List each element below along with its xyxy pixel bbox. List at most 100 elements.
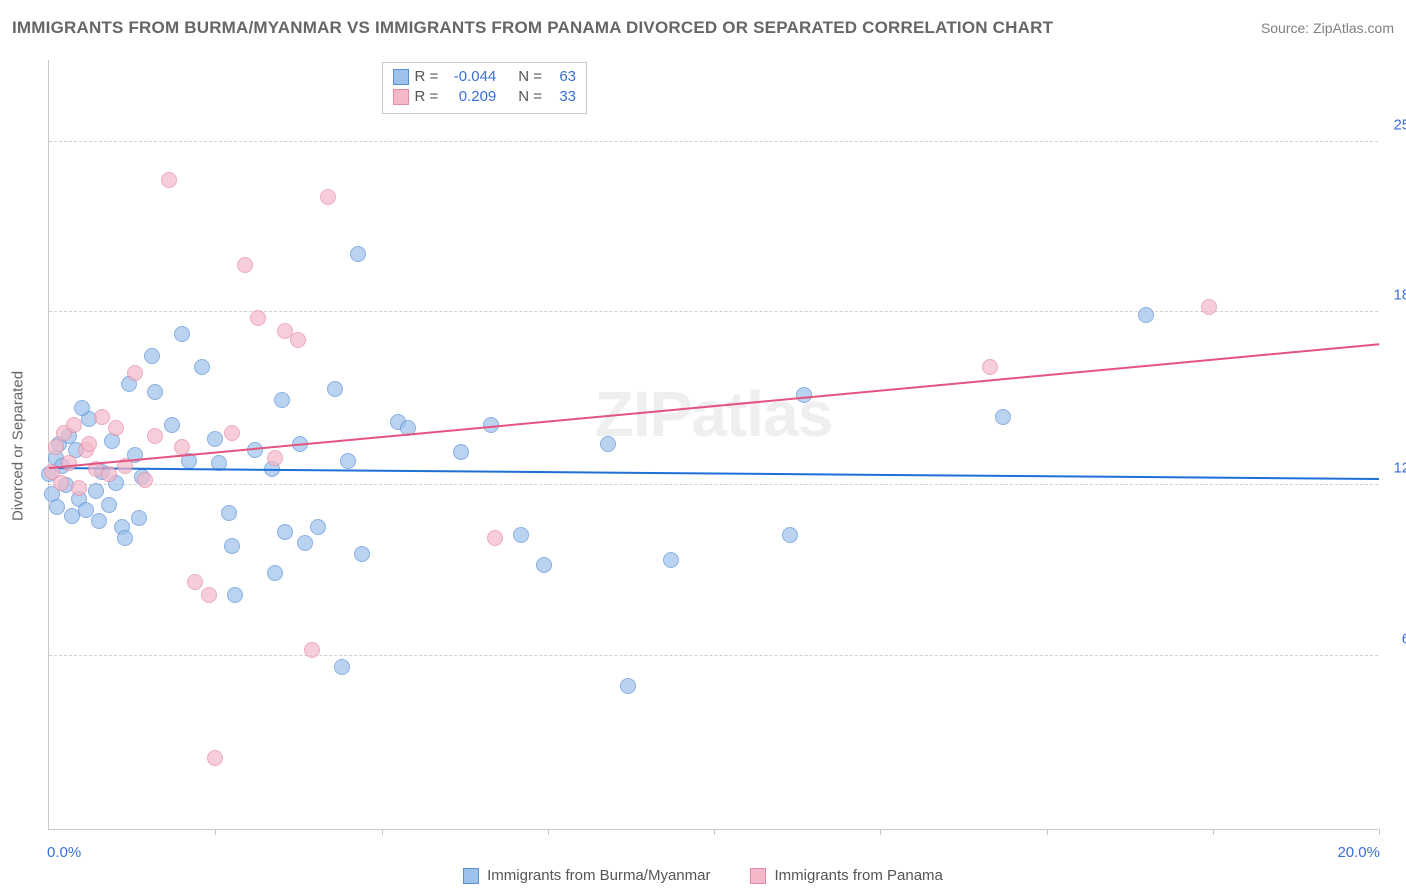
- data-point: [61, 455, 77, 471]
- r-value: -0.044: [444, 67, 496, 87]
- swatch-icon: [393, 69, 409, 85]
- data-point: [88, 483, 104, 499]
- data-point: [290, 332, 306, 348]
- data-point: [320, 189, 336, 205]
- chart-title: IMMIGRANTS FROM BURMA/MYANMAR VS IMMIGRA…: [12, 18, 1053, 38]
- data-point: [101, 466, 117, 482]
- data-point: [227, 587, 243, 603]
- r-label: R =: [415, 67, 439, 87]
- data-point: [207, 431, 223, 447]
- source-attribution: Source: ZipAtlas.com: [1261, 20, 1394, 36]
- data-point: [164, 417, 180, 433]
- data-point: [453, 444, 469, 460]
- data-point: [620, 678, 636, 694]
- data-point: [536, 557, 552, 573]
- correlation-legend: R =-0.044N =63R =0.209N =33: [382, 62, 588, 114]
- data-point: [104, 433, 120, 449]
- data-point: [49, 499, 65, 515]
- data-point: [131, 510, 147, 526]
- data-point: [91, 513, 107, 529]
- data-point: [224, 425, 240, 441]
- data-point: [194, 359, 210, 375]
- gridline: [49, 655, 1378, 656]
- data-point: [207, 750, 223, 766]
- data-point: [161, 172, 177, 188]
- data-point: [350, 246, 366, 262]
- gridline: [49, 141, 1378, 142]
- data-point: [48, 439, 64, 455]
- n-label: N =: [518, 67, 542, 87]
- source-name: ZipAtlas.com: [1313, 20, 1394, 36]
- x-origin-label: 0.0%: [47, 844, 81, 861]
- plot-area: ZIPatlas 0.0% 20.0% 6.3%12.5%18.8%25.0%R…: [48, 60, 1378, 830]
- data-point: [108, 420, 124, 436]
- swatch-panama: [750, 868, 766, 884]
- data-point: [53, 475, 69, 491]
- bottom-legend: Immigrants from Burma/Myanmar Immigrants…: [0, 867, 1406, 884]
- gridline: [49, 311, 1378, 312]
- data-point: [663, 552, 679, 568]
- data-point: [147, 384, 163, 400]
- x-tick: [548, 829, 549, 835]
- data-point: [995, 409, 1011, 425]
- data-point: [66, 417, 82, 433]
- data-point: [982, 359, 998, 375]
- x-tick: [880, 829, 881, 835]
- data-point: [310, 519, 326, 535]
- data-point: [513, 527, 529, 543]
- data-point: [782, 527, 798, 543]
- data-point: [137, 472, 153, 488]
- gridline: [49, 484, 1378, 485]
- data-point: [250, 310, 266, 326]
- n-value: 33: [548, 87, 576, 107]
- y-axis-title: Divorced or Separated: [10, 371, 27, 521]
- data-point: [71, 480, 87, 496]
- data-point: [147, 428, 163, 444]
- data-point: [187, 574, 203, 590]
- x-tick: [1047, 829, 1048, 835]
- data-point: [101, 497, 117, 513]
- legend-label-burma: Immigrants from Burma/Myanmar: [487, 867, 710, 884]
- x-tick: [1379, 829, 1380, 835]
- correlation-legend-row: R =0.209N =33: [393, 87, 577, 107]
- data-point: [174, 326, 190, 342]
- trend-line: [49, 343, 1379, 469]
- legend-item-panama: Immigrants from Panama: [750, 867, 942, 884]
- data-point: [267, 450, 283, 466]
- data-point: [81, 436, 97, 452]
- data-point: [201, 587, 217, 603]
- data-point: [174, 439, 190, 455]
- data-point: [297, 535, 313, 551]
- data-point: [277, 524, 293, 540]
- y-tick-label: 6.3%: [1402, 630, 1406, 647]
- data-point: [117, 530, 133, 546]
- data-point: [144, 348, 160, 364]
- x-max-label: 20.0%: [1337, 844, 1380, 861]
- data-point: [127, 365, 143, 381]
- r-value: 0.209: [444, 87, 496, 107]
- y-tick-label: 12.5%: [1393, 460, 1406, 477]
- data-point: [340, 453, 356, 469]
- data-point: [327, 381, 343, 397]
- data-point: [1201, 299, 1217, 315]
- swatch-burma: [463, 868, 479, 884]
- legend-item-burma: Immigrants from Burma/Myanmar: [463, 867, 710, 884]
- trend-line: [49, 467, 1379, 480]
- r-label: R =: [415, 87, 439, 107]
- y-tick-label: 25.0%: [1393, 116, 1406, 133]
- data-point: [304, 642, 320, 658]
- data-point: [221, 505, 237, 521]
- data-point: [1138, 307, 1154, 323]
- x-tick: [382, 829, 383, 835]
- data-point: [237, 257, 253, 273]
- x-tick: [215, 829, 216, 835]
- data-point: [487, 530, 503, 546]
- data-point: [74, 400, 90, 416]
- correlation-legend-row: R =-0.044N =63: [393, 67, 577, 87]
- y-tick-label: 18.8%: [1393, 287, 1406, 304]
- source-label: Source:: [1261, 20, 1313, 36]
- swatch-icon: [393, 89, 409, 105]
- x-tick: [714, 829, 715, 835]
- x-tick: [1213, 829, 1214, 835]
- legend-label-panama: Immigrants from Panama: [774, 867, 942, 884]
